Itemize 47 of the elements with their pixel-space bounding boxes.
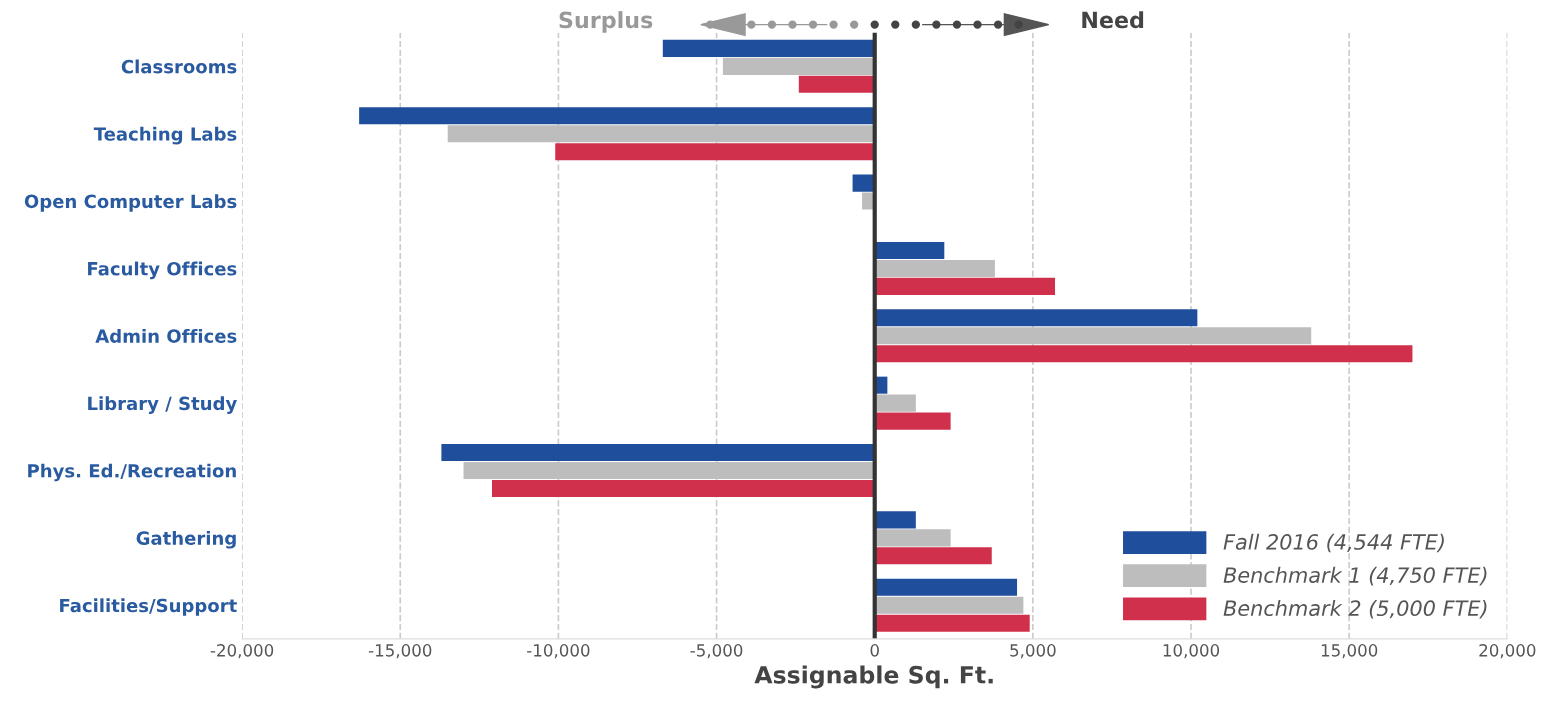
y-tick-label: Open Computer Labs — [24, 194, 237, 212]
x-tick-label: -5,000 — [690, 644, 743, 659]
annotation: Surplus — [559, 11, 653, 33]
x-tick-label: 15,000 — [1321, 644, 1378, 659]
bar — [874, 547, 992, 565]
y-tick-label: Admin Offices — [95, 328, 237, 343]
y-tick-label: Library / Study — [88, 396, 237, 414]
bar — [852, 174, 875, 192]
bar — [874, 327, 1312, 345]
text: Need — [1082, 11, 1144, 29]
bar — [874, 241, 945, 259]
y-tick-label: Phys. Ed./Recreation — [28, 463, 236, 482]
bar — [874, 277, 1056, 295]
bar — [463, 461, 875, 480]
bar — [447, 125, 875, 143]
x-tick-label: -10,000 — [527, 644, 590, 659]
bar — [874, 394, 916, 412]
y-tick-label: Gathering — [136, 530, 236, 549]
bar — [798, 75, 875, 93]
y-tick-label: Facilities/Support — [60, 598, 237, 616]
legend-label: Fall 2016 (4,544 FTE) — [1223, 533, 1444, 553]
bar — [874, 596, 1024, 614]
x-tick-label: 10,000 — [1163, 644, 1220, 659]
x-tick-label: 5,000 — [1010, 644, 1056, 659]
y-tick-label: Faculty Offices — [88, 261, 237, 280]
bar — [874, 614, 1030, 632]
bar — [874, 578, 1018, 596]
bar — [874, 309, 1198, 327]
legend-label: Benchmark 1 (4,750 FTE) — [1223, 566, 1487, 586]
legend-label: Benchmark 2 (5,000 FTE) — [1223, 599, 1487, 619]
x-tick-label: -20,000 — [210, 644, 274, 659]
x-tick-label: 0 — [870, 644, 879, 657]
x-tick-label: 20,000 — [1479, 644, 1536, 659]
bar — [874, 412, 951, 430]
y-tick-label: Teaching Labs — [93, 126, 237, 145]
bar — [874, 259, 995, 277]
bar — [874, 345, 1413, 363]
y-tick-label: Classrooms — [121, 59, 237, 74]
bar — [722, 57, 875, 75]
bar — [874, 529, 951, 547]
bar — [359, 107, 875, 125]
bar — [441, 443, 875, 462]
bar — [555, 143, 875, 161]
x-tick-label: -15,000 — [368, 644, 432, 659]
bar — [491, 479, 875, 497]
bar — [874, 511, 916, 529]
x-axis-title: Assignable Sq. Ft. — [754, 665, 993, 689]
